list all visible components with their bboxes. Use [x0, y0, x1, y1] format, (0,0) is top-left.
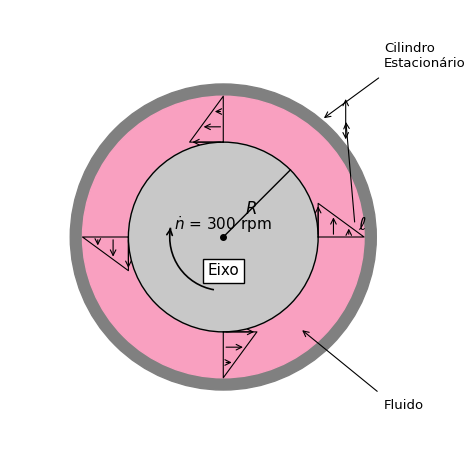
- Text: $\dot{n}$ = 300 rpm: $\dot{n}$ = 300 rpm: [175, 214, 272, 235]
- Text: Eixo: Eixo: [208, 263, 239, 278]
- Text: R: R: [245, 201, 257, 219]
- Text: Fluido: Fluido: [384, 399, 424, 412]
- Text: $\ell$: $\ell$: [358, 216, 367, 234]
- Text: Cilindro
Estacionário: Cilindro Estacionário: [384, 43, 466, 71]
- Circle shape: [129, 142, 318, 332]
- Circle shape: [82, 96, 364, 378]
- Circle shape: [70, 84, 377, 390]
